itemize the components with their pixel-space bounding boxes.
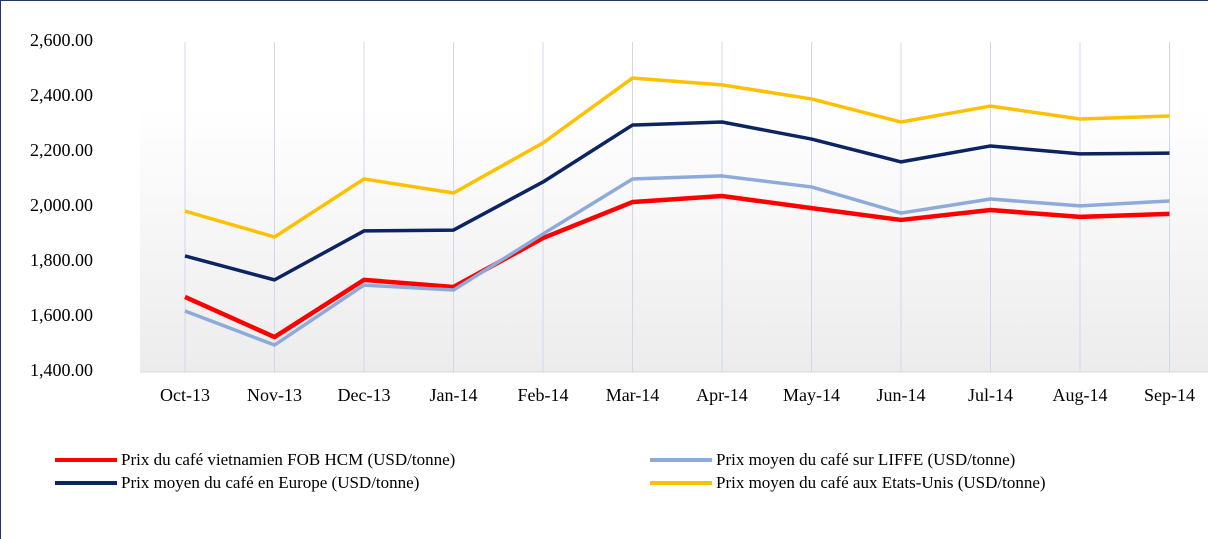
series-line	[184, 174, 1170, 347]
x-tick-label: Jun-14	[877, 385, 926, 405]
x-tick-label: May-14	[783, 385, 840, 405]
legend-item: Prix moyen du café aux Etats-Unis (USD/t…	[650, 473, 1196, 493]
series-line	[184, 193, 1170, 340]
y-tick-label: 1,800.00	[30, 250, 93, 270]
legend-label: Prix du café vietnamien FOB HCM (USD/ton…	[121, 450, 456, 469]
y-tick-label: 1,600.00	[30, 305, 93, 325]
y-tick-label: 2,600.00	[30, 30, 93, 50]
legend-swatch	[55, 481, 117, 485]
legend-item: Prix moyen du café en Europe (USD/tonne)	[55, 473, 601, 493]
x-tick-label: Nov-13	[247, 385, 302, 405]
legend-swatch	[650, 458, 712, 462]
x-tick-label: Dec-13	[338, 385, 391, 405]
x-tick-label: Aug-14	[1053, 385, 1108, 405]
series-line	[184, 120, 1170, 282]
legend-swatch	[650, 481, 712, 485]
x-tick-label: Jul-14	[968, 385, 1013, 405]
y-tick-label: 2,400.00	[30, 85, 93, 105]
x-tick-label: Feb-14	[518, 385, 569, 405]
x-tick-label: Apr-14	[696, 385, 748, 405]
x-tick-label: Sep-14	[1144, 385, 1195, 405]
legend-label: Prix moyen du café en Europe (USD/tonne)	[121, 473, 420, 492]
x-tick-label: Mar-14	[606, 385, 660, 405]
series-line	[184, 76, 1170, 239]
legend-label: Prix moyen du café sur LIFFE (USD/tonne)	[716, 450, 1016, 469]
legend-item: Prix du café vietnamien FOB HCM (USD/ton…	[55, 450, 601, 470]
legend-label: Prix moyen du café aux Etats-Unis (USD/t…	[716, 473, 1046, 492]
legend-item: Prix moyen du café sur LIFFE (USD/tonne)	[650, 450, 1046, 470]
x-tick-label: Oct-13	[160, 385, 210, 405]
y-tick-label: 1,400.00	[30, 360, 93, 380]
x-tick-label: Jan-14	[430, 385, 478, 405]
y-tick-label: 2,000.00	[30, 195, 93, 215]
legend-swatch	[55, 458, 117, 462]
y-tick-label: 2,200.00	[30, 140, 93, 160]
